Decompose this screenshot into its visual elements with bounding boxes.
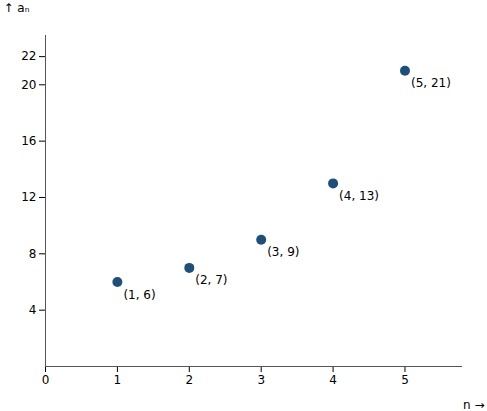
- svg-text:4: 4: [29, 303, 37, 317]
- svg-text:(1, 6): (1, 6): [123, 288, 155, 302]
- svg-text:5: 5: [401, 373, 409, 387]
- svg-text:8: 8: [29, 247, 37, 261]
- svg-text:0: 0: [42, 373, 50, 387]
- svg-text:20: 20: [21, 78, 36, 92]
- svg-text:22: 22: [21, 49, 36, 63]
- svg-text:16: 16: [21, 134, 36, 148]
- svg-text:(3, 9): (3, 9): [267, 245, 299, 259]
- svg-text:↑ aₙ: ↑ aₙ: [4, 1, 30, 15]
- svg-text:n →: n →: [463, 398, 484, 411]
- svg-text:4: 4: [329, 373, 337, 387]
- svg-text:(2, 7): (2, 7): [195, 273, 227, 287]
- svg-text:3: 3: [257, 373, 265, 387]
- svg-text:12: 12: [21, 190, 36, 204]
- svg-text:(4, 13): (4, 13): [339, 189, 379, 203]
- svg-text:1: 1: [114, 373, 122, 387]
- svg-text:2: 2: [185, 373, 193, 387]
- svg-text:(5, 21): (5, 21): [411, 76, 451, 90]
